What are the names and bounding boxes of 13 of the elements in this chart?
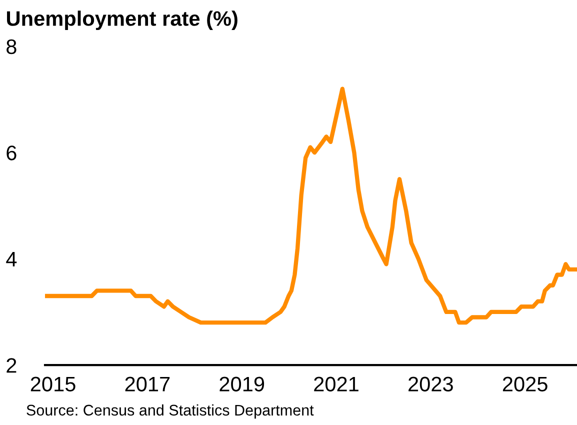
x-tick-label: 2025: [502, 376, 548, 392]
x-tick-label: 2021: [314, 376, 358, 392]
y-tick-label: 4: [6, 252, 17, 266]
y-tick-label: 2: [6, 358, 16, 373]
x-tick-label: 2023: [408, 376, 453, 392]
y-tick-label: 6: [6, 146, 16, 160]
x-tick-label: 2015: [30, 376, 76, 392]
y-tick-label: 8: [6, 39, 16, 54]
x-tick-label: 2019: [220, 376, 264, 392]
x-tick-label: 2017: [125, 376, 170, 392]
chart-title: Unemployment rate (%): [7, 10, 238, 30]
source-note: Source: Census and Statistics Department: [26, 404, 314, 419]
line-series: [45, 86, 577, 325]
